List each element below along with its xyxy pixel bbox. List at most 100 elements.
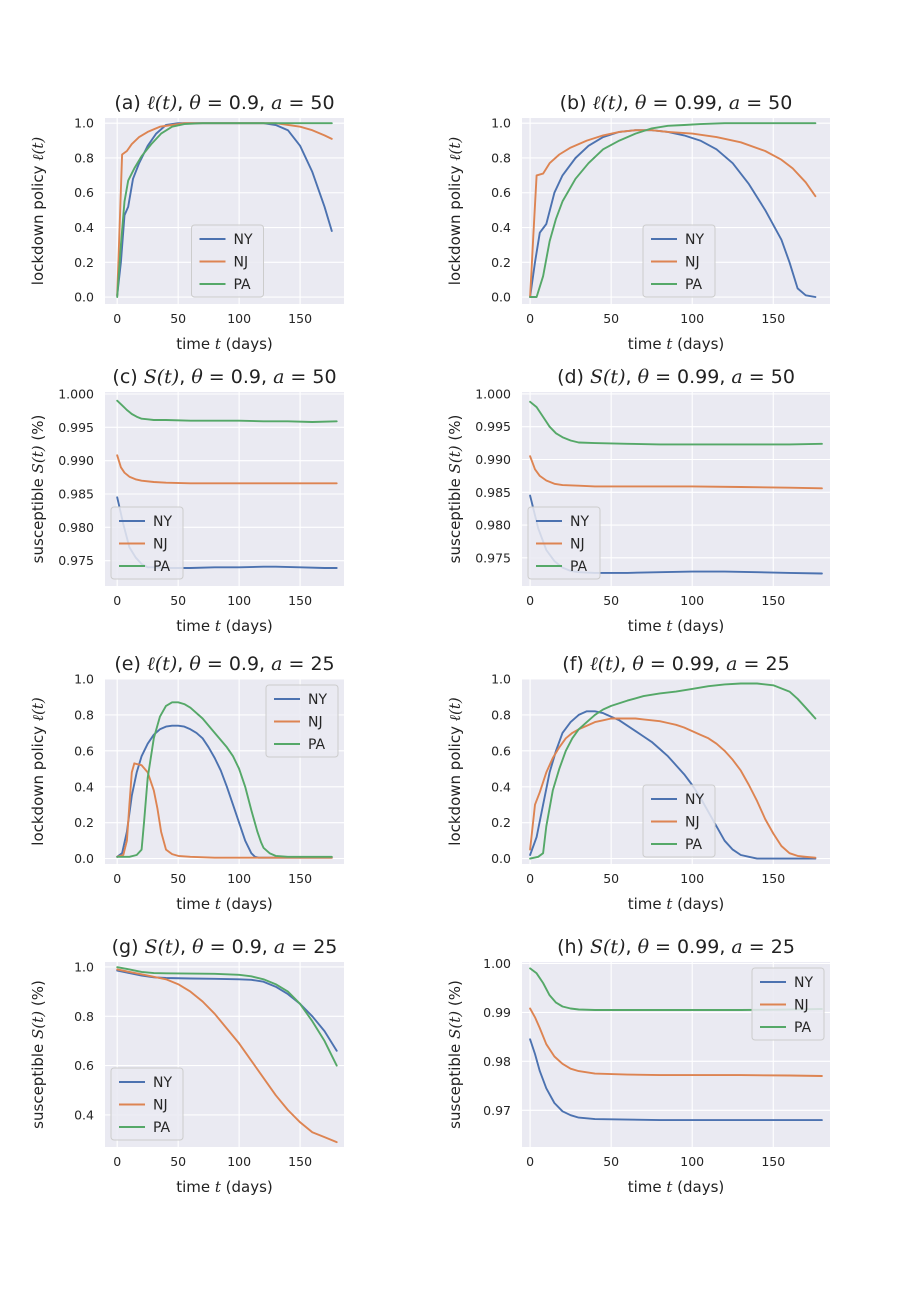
chart-title-part: a <box>731 366 742 388</box>
y-tick-label: 1.0 <box>74 116 94 131</box>
chart-title-part: θ <box>192 936 204 958</box>
x-tick-label: 100 <box>680 871 704 886</box>
y-tick-label: 1.0 <box>74 672 94 687</box>
legend-label-pa: PA <box>685 277 703 293</box>
x-tick-label: 150 <box>288 593 312 608</box>
x-axis-label-part: t <box>215 1178 222 1196</box>
x-tick-label: 150 <box>761 871 785 886</box>
y-tick-label: 1.0 <box>491 672 511 687</box>
panel-e: 0 50 100 150 0.0 0.2 0.4 0.6 0.8 1.0 (e) ℓ(t), θ =… <box>29 653 344 913</box>
series-line-ny <box>529 710 817 860</box>
chart-title-part: = 25 <box>282 653 334 675</box>
x-axis-label-part: (days) <box>221 895 273 913</box>
chart-title: (f) ℓ(t), θ = 0.99, a = 25 <box>562 653 789 675</box>
panel-b: 0 50 100 150 0.0 0.2 0.4 0.6 0.8 1.0 (b) ℓ(t), θ =… <box>446 92 830 353</box>
x-axis-label: time t (days) <box>176 895 273 913</box>
y-axis-label-part: susceptible <box>446 473 464 563</box>
legend-label-pa: PA <box>794 1020 812 1036</box>
x-axis-label: time t (days) <box>176 617 273 635</box>
panel-f: 0 50 100 150 0.0 0.2 0.4 0.6 0.8 1.0 (f) ℓ(t), θ =… <box>446 653 830 913</box>
x-tick-label: 150 <box>288 871 312 886</box>
y-tick-label: 0.8 <box>74 707 94 722</box>
chart-title-part: = 0.99, <box>649 366 731 388</box>
y-axis-label-part: ℓ(t) <box>446 137 464 161</box>
y-tick-label: 0.4 <box>491 220 511 235</box>
x-tick-label: 50 <box>603 1154 619 1169</box>
chart-title-part: a <box>271 92 282 114</box>
legend-label-ny: NY <box>794 975 813 991</box>
y-tick-label: 0.985 <box>58 487 94 502</box>
chart-title-part: = 50 <box>740 92 792 114</box>
y-tick-label: 1.0 <box>491 116 511 131</box>
chart-title: (e) ℓ(t), θ = 0.9, a = 25 <box>114 653 334 675</box>
legend-label-ny: NY <box>685 792 704 808</box>
x-axis-label-part: time <box>628 617 667 635</box>
x-axis-label: time t (days) <box>628 895 725 913</box>
legend-label-pa: PA <box>234 277 252 293</box>
chart-title-label: (g) <box>112 936 145 958</box>
y-tick-label: 0.6 <box>74 1058 94 1073</box>
x-axis-label-part: t <box>215 895 222 913</box>
y-tick-label: 0.980 <box>58 520 94 535</box>
y-tick-label: 1.00 <box>483 956 511 971</box>
x-axis-label-part: (days) <box>672 1178 724 1196</box>
legend-label-ny: NY <box>153 514 172 530</box>
x-tick-label: 150 <box>761 1154 785 1169</box>
y-tick-label: 0.6 <box>74 743 94 758</box>
chart-title-label: (d) <box>557 366 590 388</box>
y-tick-label: 0.8 <box>74 1009 94 1024</box>
series-line-nj <box>116 762 333 859</box>
chart-title-part: θ <box>191 366 203 388</box>
x-axis-label-part: (days) <box>221 335 273 353</box>
chart-title: (d) S(t), θ = 0.99, a = 50 <box>557 366 795 388</box>
series-line-pa <box>529 967 823 1011</box>
chart-title-part: a <box>273 366 284 388</box>
x-tick-label: 50 <box>170 1154 186 1169</box>
chart-title-part: a <box>274 936 285 958</box>
chart-title-part: = 25 <box>738 653 790 675</box>
legend: NY NJ PA <box>642 784 716 858</box>
legend-box <box>110 1067 184 1141</box>
series-line-pa <box>116 122 333 298</box>
legend-label-pa: PA <box>570 559 588 575</box>
legend-label-ny: NY <box>234 232 253 248</box>
x-tick-label: 50 <box>170 593 186 608</box>
x-axis-label-part: (days) <box>221 1178 273 1196</box>
legend: NY NJ PA <box>191 224 264 298</box>
y-axis-label: lockdown policy ℓ(t) <box>29 137 47 286</box>
chart-title-part: , <box>625 936 637 958</box>
chart-title-part: θ <box>635 92 647 114</box>
y-tick-label: 0.995 <box>475 419 511 434</box>
chart-title-part: ℓ(t) <box>147 653 177 675</box>
x-tick-label: 100 <box>680 311 704 326</box>
y-tick-label: 0.97 <box>483 1103 511 1118</box>
legend-label-pa: PA <box>685 837 703 853</box>
legend-label-ny: NY <box>570 514 589 530</box>
y-tick-label: 0.4 <box>74 779 94 794</box>
y-axis-label-part: (%) <box>29 415 47 446</box>
y-tick-label: 1.000 <box>58 387 94 402</box>
x-tick-label: 150 <box>288 311 312 326</box>
legend-box <box>642 784 716 858</box>
x-tick-label: 100 <box>680 1154 704 1169</box>
x-axis-label-part: time <box>176 895 215 913</box>
chart-title-part: ℓ(t) <box>147 92 177 114</box>
y-axis-label-part: lockdown policy <box>446 721 464 845</box>
x-tick-label: 0 <box>526 593 534 608</box>
y-axis-label-part: susceptible <box>29 1039 47 1129</box>
y-tick-label: 0.98 <box>483 1054 511 1069</box>
series-line-pa <box>529 682 817 860</box>
x-axis-label-part: time <box>176 617 215 635</box>
series-line-nj <box>529 455 823 490</box>
legend: NY NJ PA <box>751 967 825 1041</box>
chart-title-part: = 0.9, <box>201 653 271 675</box>
chart-title: (b) ℓ(t), θ = 0.99, a = 50 <box>560 92 793 114</box>
x-axis-label-part: time <box>176 335 215 353</box>
chart-title-label: (b) <box>560 92 593 114</box>
chart-title-label: (h) <box>557 936 590 958</box>
chart-title-label: (e) <box>114 653 147 675</box>
chart-title: (h) S(t), θ = 0.99, a = 25 <box>557 936 795 958</box>
y-tick-label: 0.0 <box>491 851 511 866</box>
legend-label-nj: NJ <box>794 998 809 1014</box>
chart-title-part: S(t) <box>145 936 180 958</box>
